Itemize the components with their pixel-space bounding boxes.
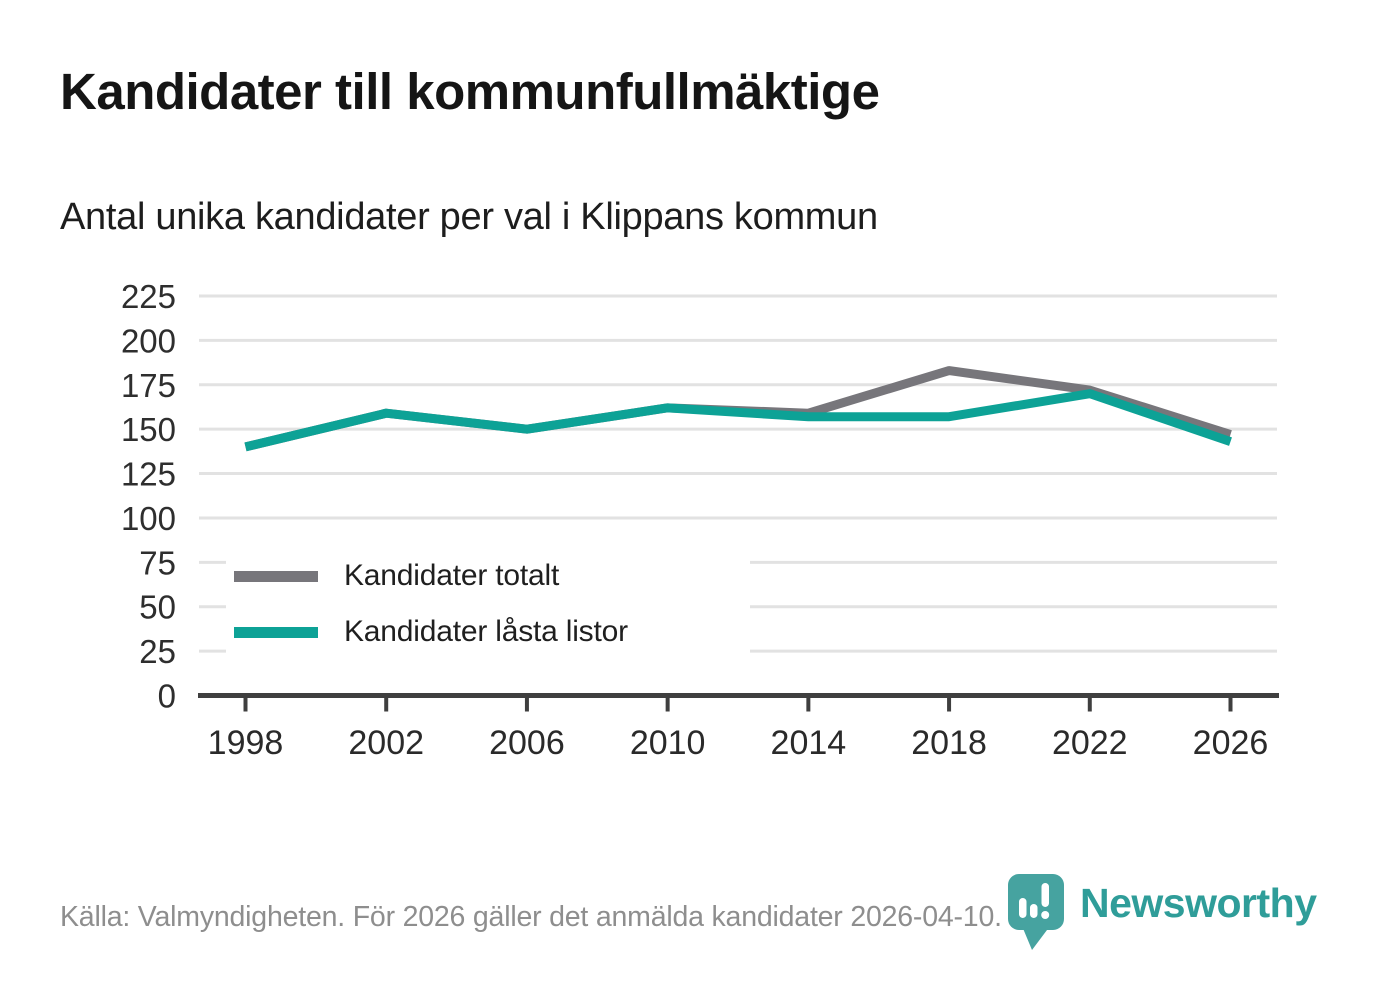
x-tick-label: 2022 [1052, 724, 1128, 762]
y-tick-label: 225 [121, 278, 176, 315]
y-tick-label: 100 [121, 500, 176, 537]
legend-swatch-gray [234, 570, 318, 582]
x-tick-label: 2002 [348, 724, 424, 762]
x-tick-label: 2018 [911, 724, 987, 762]
page-title: Kandidater till kommunfullmäktige [60, 63, 880, 120]
y-tick-label: 125 [121, 456, 176, 493]
y-tick-label: 150 [121, 411, 176, 448]
y-tick-label: 50 [139, 589, 176, 626]
newsworthy-wordmark: Newsworthy [1080, 880, 1317, 926]
legend-label: Kandidater totalt [344, 559, 560, 592]
x-tick-label: 1998 [208, 724, 284, 762]
y-tick-label: 0 [158, 678, 176, 715]
x-tick-label: 2010 [630, 724, 706, 762]
x-tick-label: 2014 [771, 724, 847, 762]
legend-label: Kandidater låsta listor [344, 615, 628, 648]
legend-item-totalt: Kandidater totalt [234, 548, 750, 604]
chart-legend: Kandidater totalt Kandidater låsta listo… [226, 542, 750, 668]
x-tick-label: 2006 [489, 724, 565, 762]
newsworthy-logo: Newsworthy [1008, 874, 1317, 952]
y-tick-label: 200 [121, 322, 176, 359]
series-line-lasta-listor [244, 389, 1232, 452]
x-tick-label: 2026 [1193, 724, 1269, 762]
source-note: Källa: Valmyndigheten. För 2026 gäller d… [60, 901, 1002, 933]
legend-item-lasta-listor: Kandidater låsta listor [234, 604, 750, 660]
y-tick-label: 25 [139, 633, 176, 670]
y-tick-label: 175 [121, 367, 176, 404]
chart-subtitle: Antal unika kandidater per val i Klippan… [60, 196, 878, 238]
y-tick-label: 75 [139, 544, 176, 581]
legend-swatch-teal [234, 626, 318, 638]
newsworthy-pin-icon [1008, 874, 1064, 950]
